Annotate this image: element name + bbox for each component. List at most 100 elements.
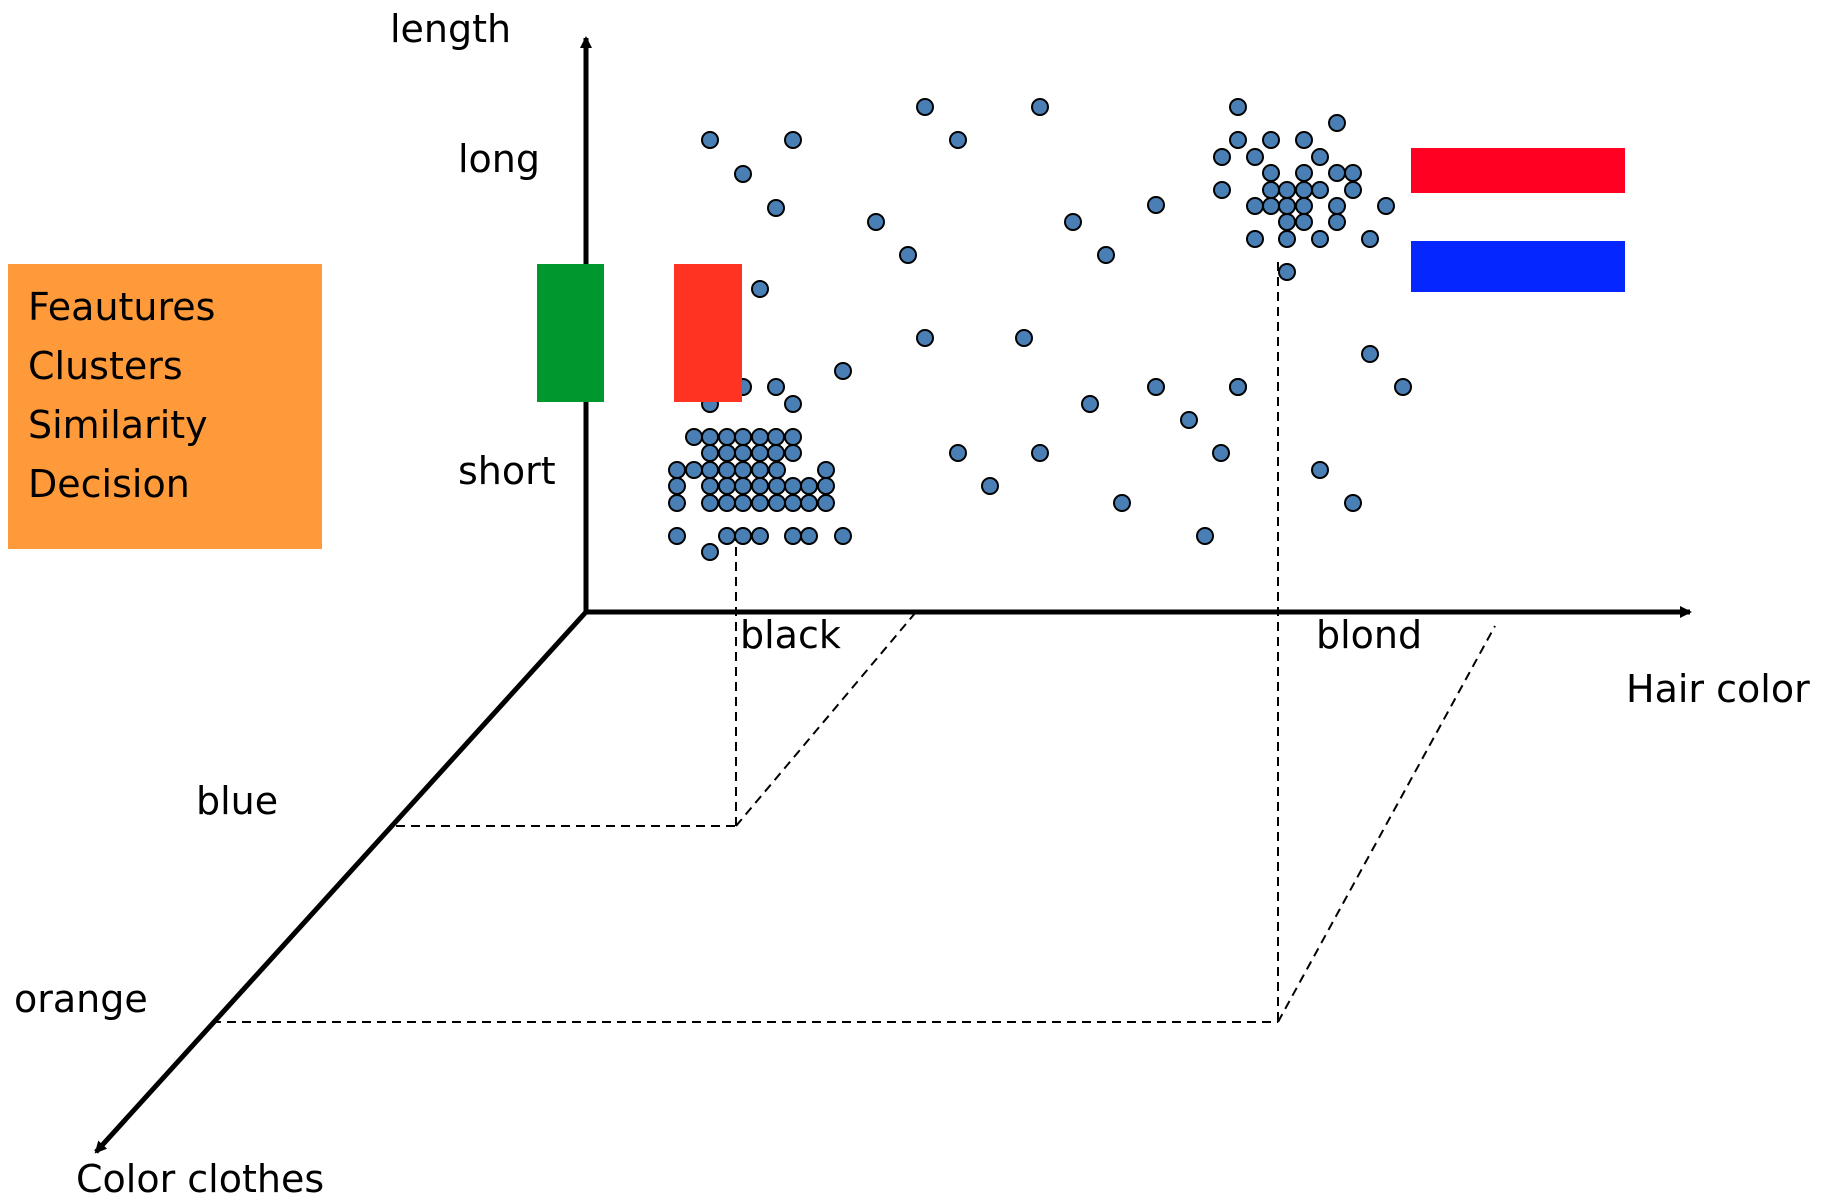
tick-short: short [458, 449, 556, 493]
guide-black-diagonal [735, 611, 917, 827]
data-point [1344, 164, 1362, 182]
data-point [1064, 213, 1082, 231]
data-point [916, 98, 934, 116]
data-point [734, 527, 752, 545]
data-point [685, 461, 703, 479]
data-point [701, 444, 719, 462]
data-point [1246, 148, 1264, 166]
data-point [1295, 131, 1313, 149]
data-point [1229, 378, 1247, 396]
data-point [734, 165, 752, 183]
data-point [1147, 378, 1165, 396]
data-point [1278, 197, 1296, 215]
projection-guides [212, 262, 1496, 1023]
netherlands-flag-white [1411, 193, 1625, 241]
data-point [734, 477, 752, 495]
data-point [668, 494, 686, 512]
legend-line-decision: Decision [28, 462, 190, 506]
data-point [817, 477, 835, 495]
axis-title-hair-color: Hair color [1626, 667, 1810, 711]
data-point [1229, 98, 1247, 116]
data-point [734, 461, 752, 479]
data-point [768, 494, 786, 512]
data-point [668, 527, 686, 545]
legend-line-clusters: Clusters [28, 344, 183, 388]
italy-flag-red [674, 264, 742, 402]
data-point [1246, 230, 1264, 248]
data-point [751, 477, 769, 495]
tick-orange: orange [14, 977, 148, 1021]
data-point [767, 444, 785, 462]
data-point [1262, 197, 1280, 215]
data-point [981, 477, 999, 495]
data-point [751, 280, 769, 298]
data-point [1213, 181, 1231, 199]
data-point [1278, 213, 1296, 231]
legend-line-similarity: Similarity [28, 403, 208, 447]
data-point [1328, 164, 1346, 182]
data-point [916, 329, 934, 347]
data-point [784, 527, 802, 545]
data-point [899, 246, 917, 264]
data-point [1295, 181, 1313, 199]
netherlands-flag-blue [1411, 241, 1625, 292]
data-point [751, 461, 769, 479]
data-point [751, 428, 769, 446]
data-point [701, 477, 719, 495]
data-point [767, 428, 785, 446]
data-points [668, 98, 1412, 561]
netherlands-flag-red [1411, 148, 1625, 193]
data-point [1180, 411, 1198, 429]
data-point [1246, 197, 1264, 215]
data-point [768, 461, 786, 479]
data-point [1278, 230, 1296, 248]
data-point [768, 477, 786, 495]
data-point [701, 131, 719, 149]
data-point [784, 131, 802, 149]
data-point [751, 494, 769, 512]
netherlands-flag [1411, 148, 1625, 292]
data-point [718, 461, 736, 479]
data-point [1344, 494, 1362, 512]
data-point [784, 444, 802, 462]
tick-blue: blue [196, 779, 278, 823]
data-point [867, 213, 885, 231]
data-point [1394, 378, 1412, 396]
data-point [1295, 164, 1313, 182]
axis-title-length: length [390, 7, 511, 51]
depth-axis [94, 610, 588, 1154]
data-point [767, 199, 785, 217]
data-point [1113, 494, 1131, 512]
legend-box-background [8, 264, 322, 549]
italy-flag-white [604, 264, 674, 402]
data-point [1377, 197, 1395, 215]
data-point [1015, 329, 1033, 347]
data-point [1031, 98, 1049, 116]
data-point [1295, 197, 1313, 215]
data-point [817, 494, 835, 512]
data-point [734, 494, 752, 512]
data-point [800, 527, 818, 545]
data-point [1295, 213, 1313, 231]
axis-title-color-clothes: Color clothes [76, 1157, 324, 1197]
tick-long: long [458, 137, 540, 181]
data-point [949, 131, 967, 149]
data-point [668, 461, 686, 479]
italy-flag [537, 264, 742, 402]
data-point [1328, 213, 1346, 231]
data-point [800, 477, 818, 495]
data-point [685, 428, 703, 446]
data-point [1213, 148, 1231, 166]
data-point [1311, 148, 1329, 166]
data-point [1278, 263, 1296, 281]
data-point [1278, 181, 1296, 199]
data-point [1097, 246, 1115, 264]
data-point [718, 527, 736, 545]
data-point [1212, 444, 1230, 462]
legend-box: Feautures Clusters Similarity Decision [8, 264, 322, 549]
italy-flag-green [537, 264, 604, 402]
legend-line-features: Feautures [28, 285, 215, 329]
tick-black: black [740, 613, 841, 657]
data-point [1196, 527, 1214, 545]
data-point [1031, 444, 1049, 462]
